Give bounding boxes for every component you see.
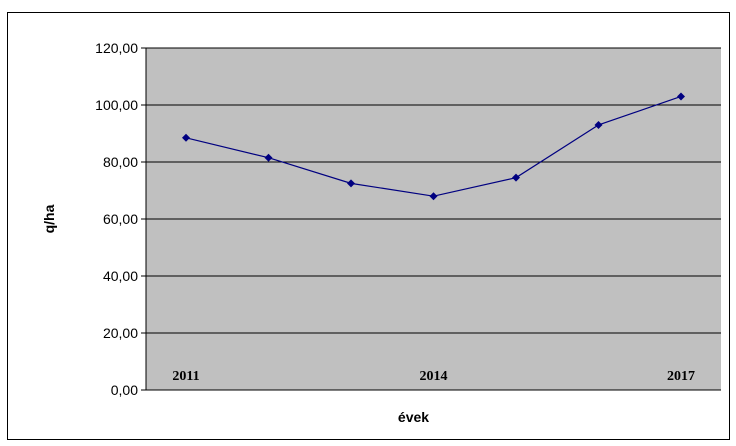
x-tick-label: 2017	[667, 369, 695, 384]
data-point-marker	[264, 153, 273, 162]
data-point-marker	[594, 120, 603, 129]
y-tick-label: 100,00	[95, 97, 138, 113]
y-tick-label: 20,00	[103, 325, 138, 341]
y-axis	[141, 47, 721, 391]
x-tick-label: 2011	[172, 369, 199, 384]
y-tick-labels: 0,00 20,00 40,00 60,00 80,00 100,00 120,00	[95, 40, 138, 398]
data-point-marker	[677, 92, 685, 101]
y-tick-label: 0,00	[111, 382, 138, 398]
series-group	[182, 92, 685, 201]
data-point-marker	[512, 173, 520, 182]
y-tick-label: 80,00	[103, 154, 138, 170]
y-tick-label: 120,00	[95, 40, 138, 56]
x-tick-label: 2014	[420, 369, 448, 384]
y-tick-label: 60,00	[103, 211, 138, 227]
chart-frame: 0,00 20,00 40,00 60,00 80,00 100,00 120,00 201…	[7, 12, 730, 440]
data-point-marker	[429, 192, 438, 201]
x-tick-labels: 2011 2014 2017	[172, 369, 695, 384]
data-point-marker	[347, 179, 355, 188]
gridlines	[146, 47, 721, 334]
chart-svg: 0,00 20,00 40,00 60,00 80,00 100,00 120,00 201…	[41, 40, 721, 425]
x-axis-title: évek	[398, 409, 429, 425]
y-tick-label: 40,00	[103, 268, 138, 284]
y-axis-title: q/ha	[41, 204, 57, 233]
data-point-marker	[182, 133, 190, 142]
